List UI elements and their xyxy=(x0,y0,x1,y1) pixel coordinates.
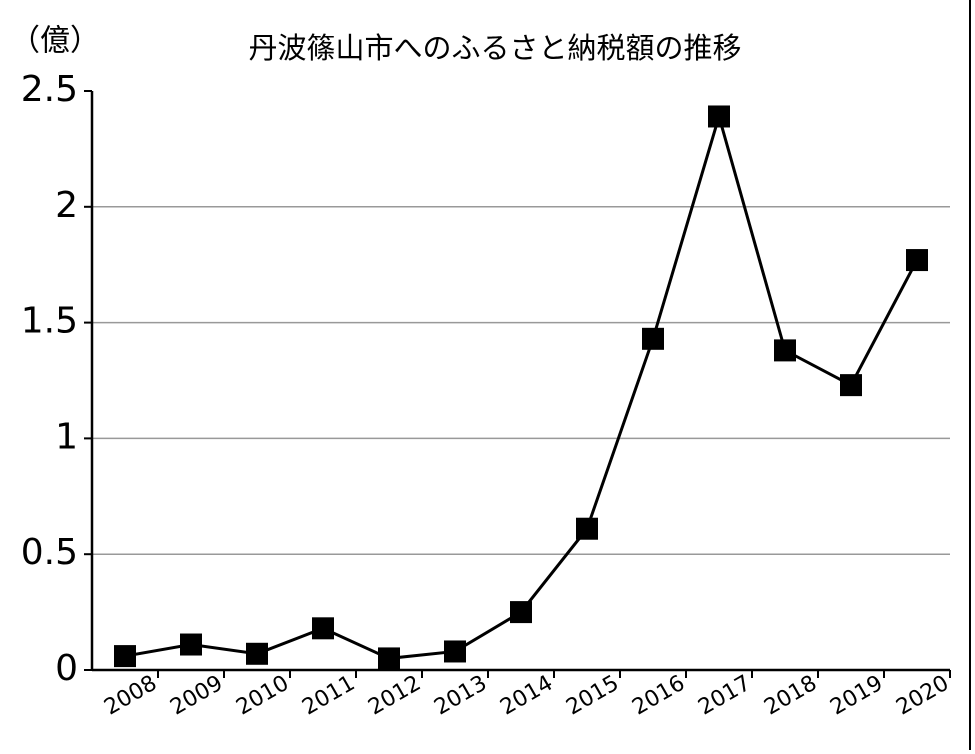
x-tick-label: 2011 xyxy=(298,671,359,721)
data-marker xyxy=(180,633,202,656)
y-tick-label: 2 xyxy=(55,185,78,226)
x-tick-label: 2009 xyxy=(166,671,227,721)
x-tick-label: 2018 xyxy=(760,671,821,721)
y-tick-label: 2.5 xyxy=(21,69,78,110)
data-marker xyxy=(444,640,466,663)
x-tick-label: 2020 xyxy=(892,671,953,721)
y-tick-label: 0.5 xyxy=(21,532,78,573)
x-tick-label: 2017 xyxy=(694,671,755,721)
y-tick-label: 0 xyxy=(55,648,78,689)
data-marker xyxy=(378,647,400,670)
x-tick-label: 2012 xyxy=(364,671,425,721)
data-marker xyxy=(708,105,730,128)
data-marker xyxy=(246,642,268,665)
data-marker xyxy=(114,645,136,668)
y-tick-label: 1.5 xyxy=(21,301,78,342)
chart-title: 丹波篠山市へのふるさと納税額の推移 xyxy=(248,31,741,65)
data-line xyxy=(124,111,919,660)
y-axis-label: （億） xyxy=(10,24,100,59)
data-marker xyxy=(840,374,862,397)
data-marker xyxy=(312,617,334,640)
data-marker xyxy=(906,249,928,272)
x-tick-label: 2015 xyxy=(562,671,623,721)
x-tick-label: 2013 xyxy=(430,671,491,721)
data-marker xyxy=(642,327,664,350)
data-marker xyxy=(576,517,598,540)
x-tick-label: 2008 xyxy=(100,671,161,721)
data-marker xyxy=(510,601,532,624)
x-tick-label: 2010 xyxy=(232,671,293,721)
x-tick-label: 2016 xyxy=(628,671,689,721)
data-marker xyxy=(774,339,796,362)
y-tick-label: 1 xyxy=(55,416,78,457)
x-tick-label: 2014 xyxy=(496,671,557,721)
x-tick-label: 2019 xyxy=(826,671,887,721)
